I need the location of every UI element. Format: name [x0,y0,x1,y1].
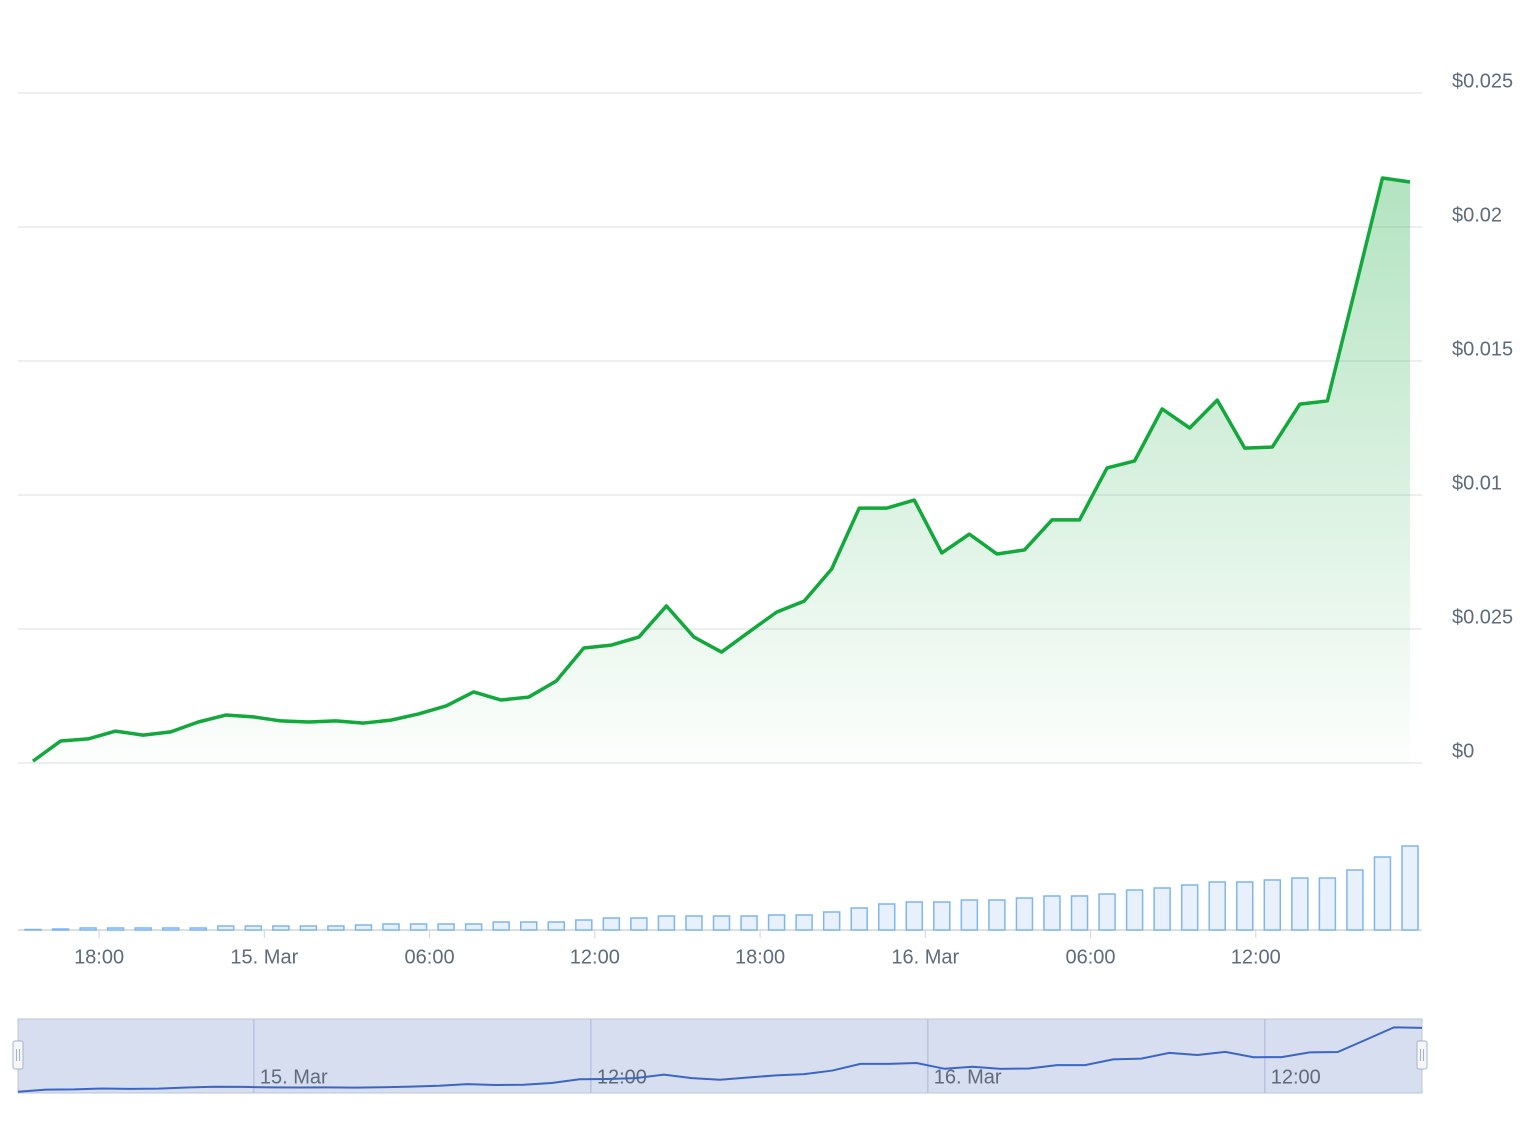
volume-bar [1208,881,1226,931]
navigator-tick-label: 15. Mar [260,1066,328,1088]
volume-bar [547,921,566,931]
x-tick-label: 15. Mar [230,946,298,968]
volume-bar [161,927,180,931]
volume-bar [51,928,70,931]
y-tick-label: $0.015 [1452,338,1513,360]
volume-bar [850,907,868,931]
volume-bar [189,927,207,931]
volume-bar [1346,869,1364,931]
x-tick-label: 06:00 [405,946,455,968]
volume-bar [1373,856,1392,931]
volume-bar [1263,879,1282,931]
navigator-tick-label: 12:00 [1271,1066,1321,1088]
volume-bar [740,915,758,931]
volume-bar [1070,895,1089,931]
price-area [33,177,1410,763]
volume-bar [712,915,731,931]
volume-bar [1043,895,1061,931]
y-tick-label: $0.01 [1452,472,1502,494]
volume-bar [1318,877,1337,931]
volume-bar [1401,845,1419,931]
y-tick-label: $0.025 [1452,606,1513,628]
volume-bar [685,915,703,931]
volume-bar [519,921,538,931]
x-tick-label: 18:00 [74,946,124,968]
volume-bar [327,925,345,931]
volume-bar [1153,887,1171,931]
volume-bar [134,927,152,931]
navigator-handle[interactable] [12,1040,24,1070]
volume-bar [877,903,896,931]
volume-bar [988,899,1006,931]
navigator-handle[interactable] [1416,1040,1428,1070]
volume-bar [382,923,400,931]
volume-bar [602,917,621,931]
x-tick-label: 06:00 [1066,946,1116,968]
volume-bar [795,914,813,931]
x-tick-label: 12:00 [570,946,620,968]
volume-bar [354,924,373,931]
navigator-tick-label: 16. Mar [934,1066,1002,1088]
volume-bar [79,927,97,931]
volume-bar [822,911,841,931]
volume-bar [767,914,786,931]
volume-bar [24,928,42,931]
volume-bar [575,919,593,931]
y-tick-label: $0.025 [1452,70,1513,92]
volume-bar [1180,884,1199,931]
volume-bar [905,901,924,931]
x-tick-label: 12:00 [1231,946,1281,968]
price-line [31,176,1411,763]
navigator-tick-label: 12:00 [597,1066,647,1088]
volume-bar [933,901,951,931]
volume-bar [244,925,263,931]
volume-bar [464,923,483,931]
volume-bar [1098,893,1116,931]
y-tick-label: $0 [1452,740,1474,762]
volume-bar [1236,881,1254,931]
navigator-background[interactable] [17,1018,1423,1094]
volume-bar [437,923,455,931]
x-tick-label: 16. Mar [891,946,959,968]
volume-bar [657,915,676,931]
volume-bar [217,925,235,931]
volume-bar [1015,897,1034,931]
navigator-line [17,1026,1423,1093]
volume-bar [492,921,510,931]
volume-bar [1125,889,1144,931]
x-tick-label: 18:00 [735,946,785,968]
volume-bar [106,927,125,931]
volume-bar [409,923,428,931]
volume-bar [960,899,979,931]
volume-bar [630,917,648,931]
y-tick-label: $0.02 [1452,204,1502,226]
volume-bar [272,925,290,931]
volume-bar [1291,877,1309,931]
volume-bar [299,925,318,931]
